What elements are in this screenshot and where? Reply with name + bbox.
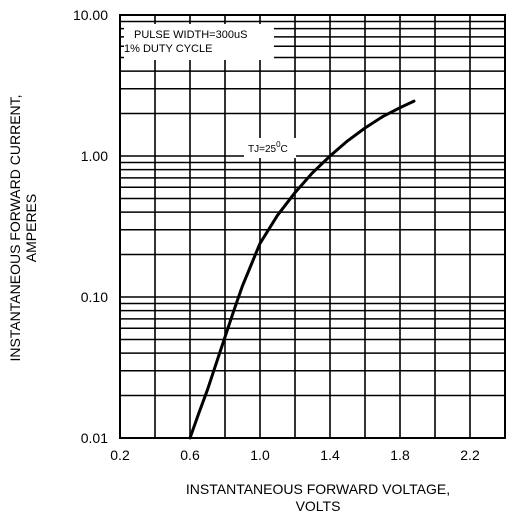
- curve-layer: [188, 99, 416, 440]
- y-tick-label: 1.00: [81, 148, 108, 164]
- plot-border: [119, 14, 506, 439]
- y-axis-title-line-1: INSTANTANEOUS FORWARD CURRENT,: [7, 94, 23, 361]
- x-tick-labels: 0.2 0.6 1.0 1.4 1.8 2.2: [110, 447, 480, 463]
- x-axis-title-line-2: VOLTS: [296, 498, 341, 514]
- pulse-width-text: PULSE WIDTH=300uS: [134, 29, 247, 41]
- y-tick-labels: 10.00 1.00 0.10 0.01: [73, 7, 108, 446]
- y-tick-label: 0.10: [81, 289, 108, 305]
- y-axis-title: INSTANTANEOUS FORWARD CURRENT, AMPERES: [7, 94, 39, 361]
- plot-frame: [119, 14, 506, 439]
- x-tick-label: 1.4: [320, 447, 340, 463]
- tj-annotation-box: [244, 138, 296, 158]
- tj-annotation: TJ=250C: [244, 138, 296, 158]
- y-axis-title-line-2: AMPERES: [23, 194, 39, 262]
- tj-degree-superscript: 0: [276, 140, 281, 149]
- duty-cycle-text: 1% DUTY CYCLE: [124, 43, 212, 55]
- tj-unit-text: C: [281, 144, 288, 155]
- x-tick-label: 1.0: [250, 447, 270, 463]
- pulse-annotation: PULSE WIDTH=300uS 1% DUTY CYCLE: [124, 24, 274, 60]
- y-tick-label: 10.00: [73, 7, 108, 23]
- x-tick-label: 1.8: [390, 447, 410, 463]
- forward-current-curve: [188, 99, 416, 440]
- pulse-annotation-box: [124, 24, 274, 60]
- x-tick-label: 0.2: [110, 447, 130, 463]
- x-tick-label: 0.6: [180, 447, 200, 463]
- tj-main-text: TJ=25: [248, 144, 277, 155]
- tj-annotation-text: TJ=250C: [248, 140, 288, 155]
- y-tick-label: 0.01: [81, 430, 108, 446]
- x-axis-title-line-1: INSTANTANEOUS FORWARD VOLTAGE,: [186, 481, 450, 497]
- x-tick-label: 2.2: [460, 447, 480, 463]
